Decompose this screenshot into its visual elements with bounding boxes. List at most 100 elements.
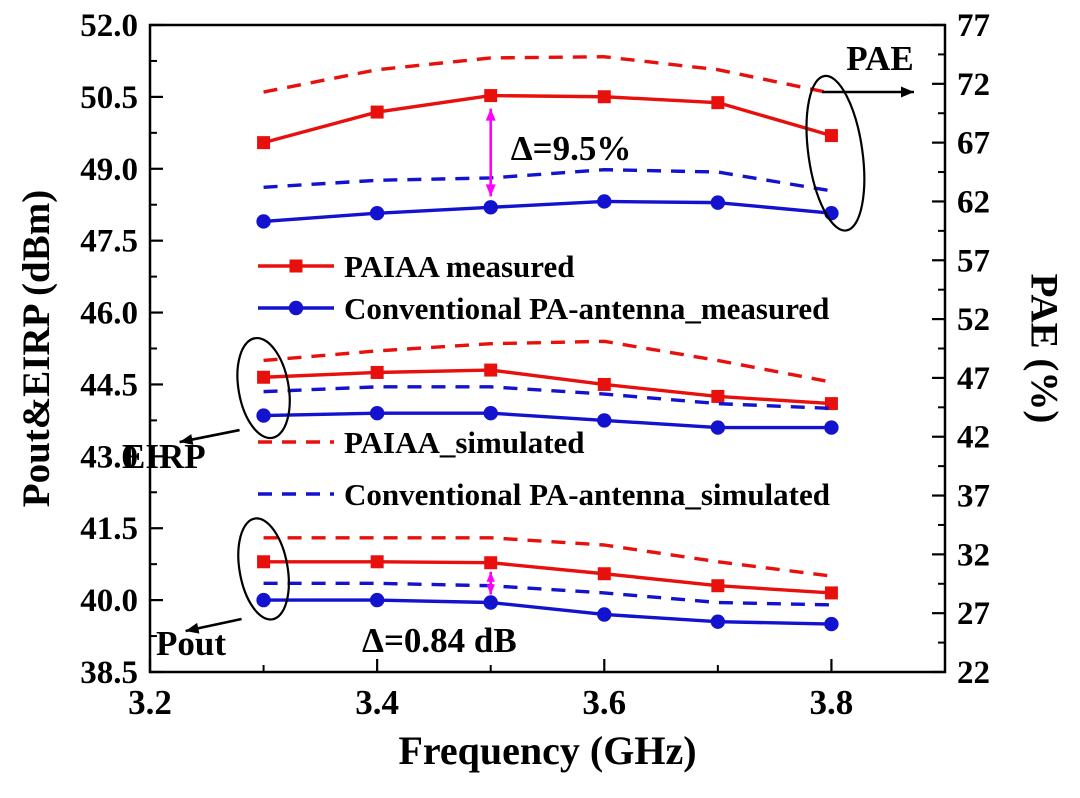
marker-square-eirp-paiaa-meas — [484, 363, 498, 377]
y-left-tick-label: 46.0 — [80, 296, 138, 332]
y-left-tick-label: 38.5 — [80, 655, 138, 691]
eirp-group-label: EIRP — [122, 437, 206, 476]
marker-square-eirp-paiaa-meas — [257, 370, 271, 384]
y-left-tick-label: 50.5 — [80, 80, 138, 116]
y-right-tick-label: 42 — [957, 420, 990, 456]
marker-square-pout-paiaa-meas — [257, 555, 271, 569]
series-pae-paiaa-meas — [263, 93, 832, 145]
marker-circle-pae-conv-meas — [597, 194, 612, 209]
marker-square-pae-paiaa-meas — [597, 90, 611, 104]
y-left-tick-label: 47.5 — [80, 224, 138, 260]
series-pae-conv-sim — [263, 167, 832, 193]
marker-square-eirp-paiaa-meas — [370, 365, 384, 379]
marker-circle-eirp-conv-meas — [369, 406, 385, 421]
series-pout-paiaa-sim — [263, 536, 832, 578]
arrow-head — [485, 108, 496, 121]
y-left-tick-label: 43.0 — [80, 439, 138, 475]
y-right-tick-label: 67 — [957, 126, 990, 162]
marker-square-pout-paiaa-meas — [711, 579, 725, 593]
y-right-tick-label: 62 — [957, 184, 990, 220]
series-pae-conv-meas — [263, 199, 832, 224]
axes-layer: 38.5 40.0 41.5 43.0 44.5 46.0 47.5 49.0 50.5 52.0… — [80, 8, 990, 722]
pae-group-label: PAE — [846, 39, 913, 78]
marker-circle-pae-conv-meas — [483, 200, 498, 215]
left-axis-title-text: Pout&EIRP (dBm) — [15, 189, 59, 508]
arrow-head — [486, 584, 495, 595]
legend-label: Conventional PA-antenna_measured — [344, 291, 829, 326]
marker-square-pae-paiaa-meas — [711, 96, 725, 110]
marker-square-pae-paiaa-meas — [370, 105, 384, 119]
y-right-tick-label: 22 — [957, 655, 990, 691]
y-left-tick-label: 40.0 — [80, 583, 138, 619]
arrow-head — [485, 184, 496, 197]
legend-sample-circle — [288, 300, 304, 316]
x-tick-label: 3.8 — [810, 683, 854, 722]
y-left-tick-label: 52.0 — [80, 8, 138, 44]
marker-circle-pout-conv-meas — [256, 592, 271, 608]
marker-circle-pout-conv-meas — [483, 595, 498, 610]
right-axis-title-text: PAE (%) — [1022, 273, 1066, 424]
series-eirp-paiaa-meas — [263, 368, 832, 406]
x-axis-title: Frequency (GHz) — [150, 720, 945, 780]
x-tick-label: 3.2 — [128, 683, 172, 722]
delta-pae-label: Δ=9.5% — [511, 129, 632, 168]
arrow-head — [185, 622, 200, 634]
marker-circle-eirp-conv-meas — [256, 408, 271, 423]
marker-square-pout-paiaa-meas — [824, 586, 838, 600]
x-axis-title-text: Frequency (GHz) — [398, 727, 697, 773]
pout-ellipse — [237, 517, 290, 621]
legend-label: PAIAA_simulated — [344, 425, 585, 460]
series-layer — [256, 55, 839, 632]
marker-square-pae-paiaa-meas — [484, 89, 498, 103]
marker-circle-eirp-conv-meas — [483, 406, 498, 421]
marker-circle-pout-conv-meas — [710, 614, 726, 629]
pout-group-label: Pout — [156, 624, 226, 663]
right-axis-title: PAE (%) — [1008, 25, 1080, 672]
x-tick-label: 3.4 — [355, 683, 399, 722]
marker-circle-pout-conv-meas — [597, 607, 612, 622]
eirp-ellipse — [236, 336, 291, 440]
delta-pout-label: Δ=0.84 dB — [362, 621, 517, 660]
marker-circle-pae-conv-meas — [710, 195, 726, 210]
marker-circle-pout-conv-meas — [824, 616, 839, 632]
marker-square-pae-paiaa-meas — [257, 136, 271, 150]
y-left-tick-label: 44.5 — [80, 367, 138, 403]
arrow-head — [179, 434, 194, 445]
series-pout-paiaa-meas — [263, 560, 832, 595]
legend-label: Conventional PA-antenna_simulated — [344, 477, 830, 512]
marker-circle-eirp-conv-meas — [824, 420, 839, 435]
left-axis-title: Pout&EIRP (dBm) — [0, 25, 74, 672]
marker-circle-eirp-conv-meas — [710, 420, 726, 435]
annotation-layer: PAIAA measured Conventional PA-antenna_me… — [122, 39, 914, 663]
y-right-tick-label: 47 — [957, 361, 990, 397]
y-right-tick-label: 27 — [957, 596, 990, 632]
y-left-tick-label: 41.5 — [80, 511, 138, 547]
marker-square-eirp-paiaa-meas — [711, 389, 725, 403]
marker-square-pout-paiaa-meas — [597, 567, 611, 581]
legend-label: PAIAA measured — [344, 249, 575, 284]
marker-circle-pout-conv-meas — [369, 592, 385, 608]
y-right-tick-label: 52 — [957, 302, 990, 338]
pae-ellipse — [805, 74, 866, 232]
marker-square-pout-paiaa-meas — [484, 556, 498, 570]
series-pout-conv-meas — [263, 598, 832, 626]
marker-square-eirp-paiaa-meas — [597, 377, 611, 391]
marker-square-pout-paiaa-meas — [370, 555, 384, 569]
y-right-tick-label: 32 — [957, 537, 990, 573]
arrow-head — [901, 86, 914, 98]
y-left-tick-label: 49.0 — [80, 152, 138, 188]
y-right-tick-label: 37 — [957, 479, 990, 515]
series-eirp-conv-meas — [263, 411, 832, 430]
legend-sample-square — [289, 259, 303, 273]
y-right-tick-label: 77 — [957, 8, 990, 44]
arrow-head — [486, 571, 495, 582]
marker-circle-eirp-conv-meas — [597, 413, 612, 428]
marker-square-pae-paiaa-meas — [824, 129, 838, 143]
y-right-tick-label: 72 — [957, 67, 990, 103]
marker-circle-pae-conv-meas — [369, 206, 385, 221]
x-tick-label: 3.6 — [582, 683, 626, 722]
series-pae-paiaa-sim — [263, 55, 832, 95]
marker-circle-pae-conv-meas — [256, 214, 271, 229]
